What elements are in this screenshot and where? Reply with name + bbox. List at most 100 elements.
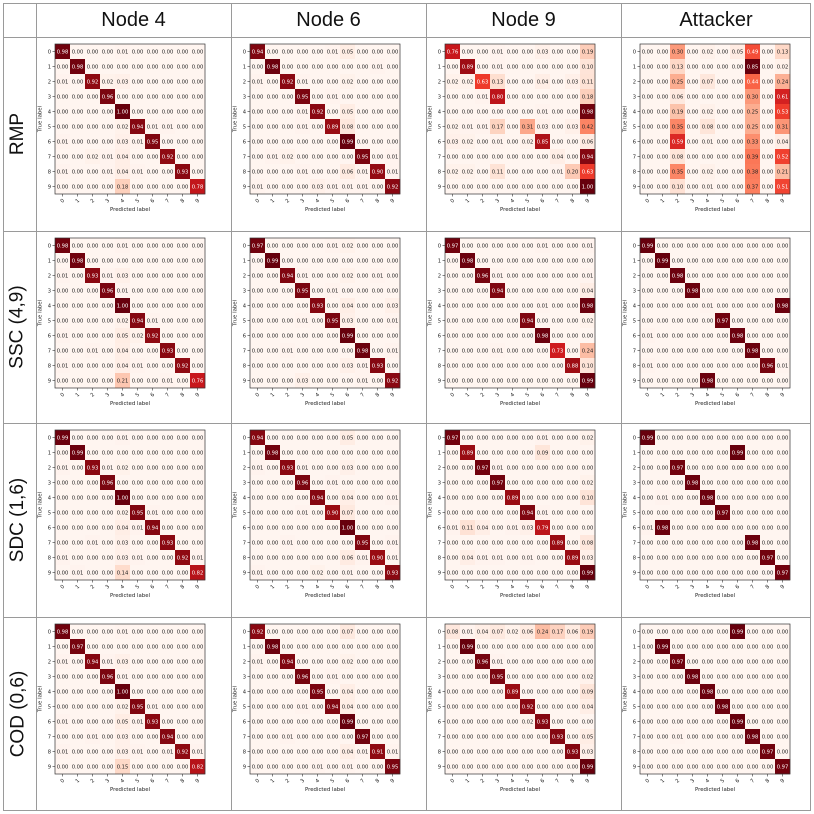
cell-value-label: 0.00 [147, 184, 159, 190]
cell-value-label: 0.00 [372, 629, 384, 635]
heatmap-cell [535, 134, 551, 150]
cell-value-label: 0.00 [297, 303, 309, 309]
heatmap-cell [580, 313, 596, 329]
cell-value-label: 0.00 [312, 363, 324, 369]
heatmap-cell [295, 490, 311, 506]
cell-value-label: 0.00 [447, 333, 459, 339]
cell-value-label: 0.89 [507, 689, 519, 695]
cell-value-label: 0.00 [267, 169, 279, 175]
heatmap-cell [55, 179, 71, 195]
cell-value-label: 0.00 [72, 674, 84, 680]
cell-value-label: 0.97 [447, 243, 459, 249]
heatmap-cell [100, 298, 116, 314]
cell-value-label: 0.03 [537, 49, 549, 55]
cell-value-label: 0.00 [297, 333, 309, 339]
cell-value-label: 0.00 [132, 495, 144, 501]
heatmap-cell [190, 490, 206, 506]
x-tick-label: 0 [450, 392, 457, 399]
heatmap-cell [535, 253, 551, 269]
cell-value-label: 0.00 [477, 450, 489, 456]
cell-value-label: 0.00 [312, 79, 324, 85]
cell-value-label: 0.00 [717, 273, 729, 279]
cell-value-label: 0.00 [357, 644, 369, 650]
heatmap-cell [715, 268, 731, 284]
confusion-matrix: 0.98 0.00 0.00 0.00 0.01 0.00 0.00 0.00 0.00 0.00… [38, 237, 206, 407]
x-tick-label: 3 [105, 584, 112, 591]
cell-value-label: 0.01 [537, 243, 549, 249]
row-header-label: COD (0,6) [7, 670, 29, 757]
heatmap-cell [370, 565, 386, 581]
y-tick-label: 4 [438, 495, 442, 501]
cell-value-label: 0.00 [507, 154, 519, 160]
cell-value-label: 0.19 [672, 109, 684, 115]
heatmap-cell [130, 358, 146, 374]
cell-value-label: 0.00 [372, 288, 384, 294]
heatmap-cell [745, 253, 761, 269]
heatmap-cell [550, 134, 566, 150]
x-tick-label: 9 [195, 198, 202, 205]
y-tick-label: 8 [48, 169, 51, 175]
heatmap-cell [520, 328, 536, 344]
heatmap-cell [190, 744, 206, 760]
cell-value-label: 0.00 [537, 555, 549, 561]
cell-value-label: 0.00 [177, 704, 189, 710]
y-tick-label: 7 [243, 540, 246, 546]
cell-value-label: 0.00 [552, 555, 564, 561]
heatmap-cell [70, 639, 86, 655]
cell-value-label: 0.00 [642, 555, 654, 561]
y-tick-label: 3 [243, 94, 246, 100]
cell-value-label: 0.00 [342, 64, 354, 70]
heatmap-cell [475, 520, 491, 536]
y-tick-label: 9 [633, 570, 636, 576]
heatmap-cell [265, 550, 281, 566]
cell-value-label: 0.17 [492, 124, 504, 130]
heatmap-cell [580, 253, 596, 269]
heatmap-cell [280, 535, 296, 551]
heatmap-cell [130, 119, 146, 135]
cell-value-label: 0.00 [642, 465, 654, 471]
heatmap-cell [355, 373, 371, 389]
cell-value-label: 0.00 [342, 450, 354, 456]
cell-value-label: 0.00 [117, 94, 129, 100]
cell-value-label: 0.01 [387, 318, 399, 324]
x-tick-label: 9 [390, 198, 397, 205]
heatmap-cell [715, 149, 731, 165]
heatmap-cell [730, 179, 746, 195]
cell-value-label: 0.00 [762, 510, 774, 516]
cell-value-label: 0.00 [147, 94, 159, 100]
cell-value-label: 0.06 [672, 94, 684, 100]
x-tick-label: 4 [315, 778, 322, 785]
heatmap-cell [535, 744, 551, 760]
y-tick-label: 7 [243, 348, 246, 354]
cell-value-label: 0.00 [477, 689, 489, 695]
heatmap-cell [550, 358, 566, 374]
heatmap-cell [310, 283, 326, 299]
plot-frame [54, 43, 206, 195]
heatmap-cell [55, 624, 71, 640]
cell-value-label: 0.99 [582, 378, 594, 384]
cell-value-label: 0.00 [552, 510, 564, 516]
heatmap-cell [385, 445, 401, 461]
heatmap-cell [340, 445, 356, 461]
heatmap-cell [280, 373, 296, 389]
cell-value-label: 0.01 [312, 764, 324, 770]
heatmap-cell [85, 358, 101, 374]
cell-value-label: 0.92 [162, 154, 174, 160]
heatmap-cell [535, 238, 551, 254]
cell-value-label: 0.97 [777, 764, 789, 770]
cell-value-label: 0.00 [177, 273, 189, 279]
cell-value-label: 0.02 [462, 139, 474, 145]
cell-value-label: 0.00 [642, 303, 654, 309]
cell-value-label: 0.00 [522, 288, 534, 294]
heatmap-cell [685, 475, 701, 491]
x-tick-label: 2 [480, 584, 487, 591]
heatmap-cell [550, 460, 566, 476]
heatmap-cell [460, 89, 476, 105]
cell-value-label: 0.03 [342, 465, 354, 471]
cell-value-label: 0.00 [642, 139, 654, 145]
heatmap-cell [340, 149, 356, 165]
heatmap-cell [655, 639, 671, 655]
y-tick-label: 1 [48, 258, 51, 264]
cell-value-label: 0.00 [72, 704, 84, 710]
heatmap-cell [325, 268, 341, 284]
